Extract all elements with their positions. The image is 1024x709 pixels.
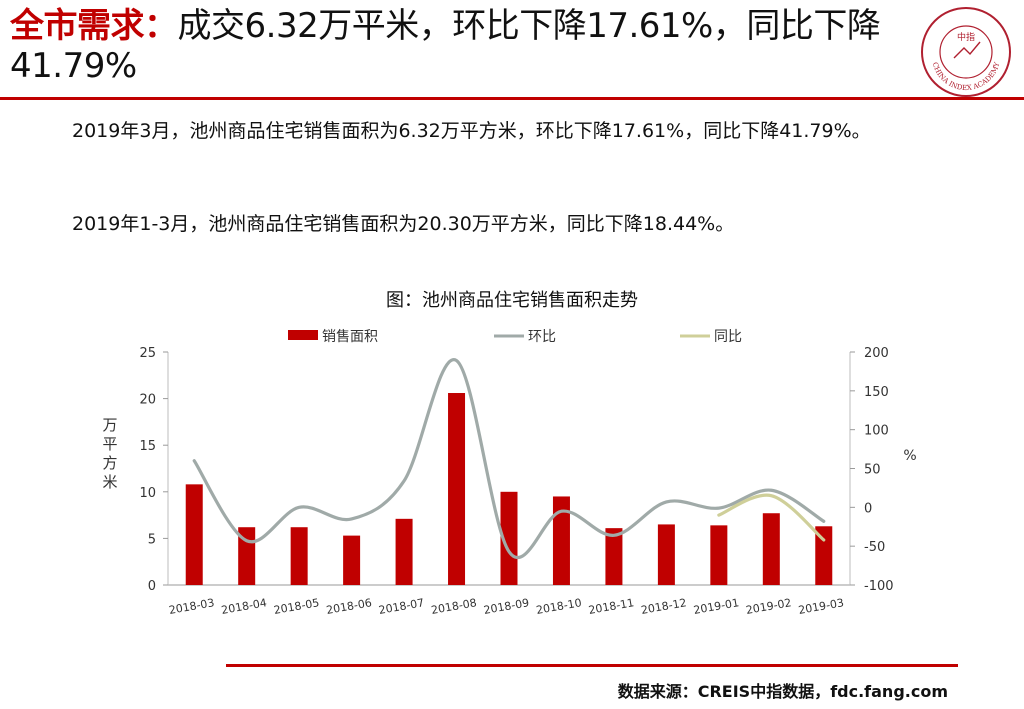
bar-sales-area [395, 518, 413, 585]
y-left-tick-label: 15 [139, 439, 156, 454]
y-right-tick-label: 150 [864, 385, 889, 400]
x-tick-label: 2019-02 [745, 596, 793, 617]
chart-title: 图：池州商品住宅销售面积走势 [386, 290, 638, 311]
y-right-tick-label: 0 [864, 501, 872, 516]
x-tick-label: 2018-12 [640, 596, 688, 617]
legend-label: 环比 [528, 329, 556, 345]
y-left-tick-label: 5 [148, 532, 156, 547]
bar-sales-area [500, 491, 518, 585]
y-right-tick-label: 50 [864, 463, 881, 478]
x-tick-label: 2018-04 [220, 596, 268, 617]
line-series-yoy [717, 493, 826, 542]
paragraph-quarterly: 2019年1-3月，池州商品住宅销售面积为20.30万平方米，同比下降18.44… [72, 213, 735, 235]
bar-sales-area [290, 527, 308, 585]
x-tick-label: 2018-11 [588, 596, 636, 617]
x-tick-label: 2018-08 [430, 596, 478, 617]
bar-sales-area [657, 524, 675, 585]
bar-sales-area [605, 528, 623, 585]
y-right-axis-label: % [903, 448, 916, 464]
x-tick-label: 2018-05 [273, 596, 321, 617]
bar-sales-area [552, 496, 570, 585]
x-tick-label: 2018-09 [483, 596, 531, 617]
x-tick-label: 2018-07 [378, 596, 426, 617]
bar-sales-area [710, 525, 728, 585]
page-title: 全市需求：成交6.32万平米，环比下降17.61%，同比下降41.79% [10, 6, 910, 86]
x-tick-label: 2019-01 [692, 596, 740, 617]
logo-center-text: 中指 [957, 31, 975, 43]
legend-swatch-bar [288, 330, 318, 340]
data-source: 数据来源：CREIS中指数据，fdc.fang.com [617, 682, 948, 701]
y-left-tick-label: 25 [139, 346, 156, 361]
title-highlight: 全市需求： [10, 6, 178, 46]
y-left-tick-label: 20 [139, 393, 156, 408]
header-divider [0, 97, 1024, 100]
bar-sales-area [185, 484, 203, 585]
china-index-academy-logo: 中指 CHINA INDEX ACADEMY [921, 7, 1011, 97]
y-right-tick-label: 100 [864, 424, 889, 439]
legend-label: 同比 [714, 329, 742, 345]
y-right-tick-label: -100 [864, 579, 894, 594]
x-tick-label: 2018-10 [535, 596, 583, 617]
y-right-tick-label: -50 [864, 540, 885, 555]
title-rest: 成交6.32万平米，环比下降17.61%，同比下降41.79% [10, 6, 881, 86]
y-right-tick-label: 200 [864, 346, 889, 361]
bar-sales-area [343, 535, 361, 585]
bar-sales-area [448, 393, 466, 585]
x-tick-label: 2018-06 [325, 596, 373, 617]
x-tick-label: 2019-03 [797, 596, 845, 617]
bar-sales-area [762, 513, 780, 585]
legend-label: 销售面积 [322, 329, 378, 345]
paragraph-monthly: 2019年3月，池州商品住宅销售面积为6.32万平方米，环比下降17.61%，同… [72, 120, 871, 142]
bar-sales-area [815, 526, 833, 585]
x-tick-label: 2018-03 [168, 596, 216, 617]
footer-divider [226, 664, 958, 667]
y-left-tick-label: 0 [148, 579, 156, 594]
y-left-axis-label: 万平方米 [102, 416, 117, 491]
y-left-tick-label: 10 [139, 486, 156, 501]
line-series-mom [192, 358, 826, 560]
